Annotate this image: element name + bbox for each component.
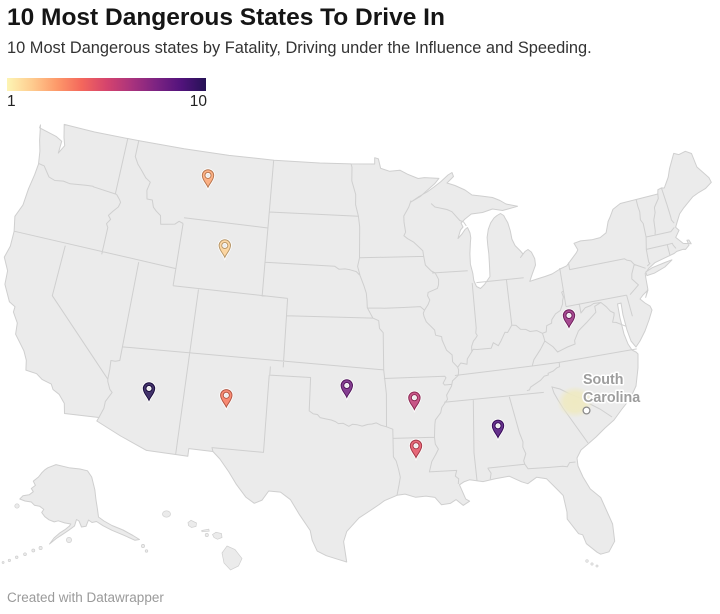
svg-text:Carolina: Carolina [583, 390, 641, 406]
svg-text:South: South [583, 372, 624, 388]
